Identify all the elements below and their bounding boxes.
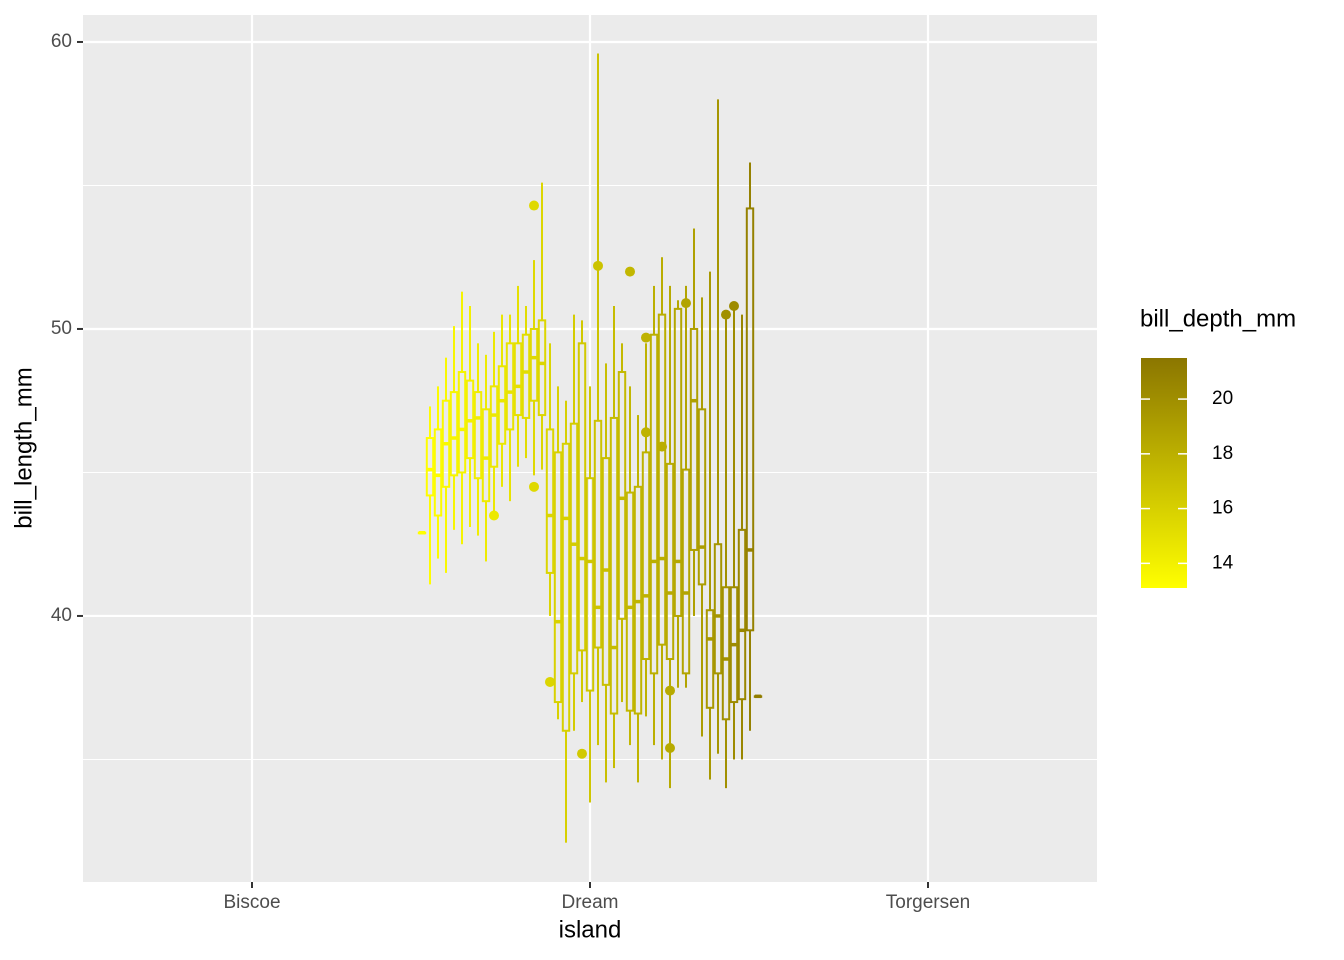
- box: [513, 342, 523, 417]
- y-tick-label: 40: [51, 605, 72, 626]
- box: [425, 437, 435, 497]
- box: [705, 609, 715, 709]
- y-tick-label: 60: [51, 31, 72, 52]
- outlier: [641, 427, 651, 438]
- box: [681, 468, 691, 675]
- outlier: [545, 676, 555, 687]
- outlier: [529, 200, 539, 211]
- box: [665, 462, 675, 661]
- box: [625, 491, 635, 712]
- y-axis-title: bill_length_mm: [10, 367, 37, 528]
- box: [737, 528, 747, 701]
- x-tick-label: Biscoe: [223, 892, 280, 913]
- box: [577, 342, 587, 652]
- box: [649, 333, 659, 675]
- box: [641, 451, 651, 661]
- box: [481, 408, 491, 503]
- box: [689, 327, 699, 551]
- box: [657, 313, 667, 646]
- box: [609, 416, 619, 715]
- y-tick-label: 50: [51, 318, 72, 339]
- box: [537, 319, 547, 417]
- outlier: [665, 742, 675, 753]
- box: [721, 586, 731, 721]
- colorbar-tick-label: 14: [1212, 552, 1234, 573]
- outlier: [657, 441, 667, 452]
- box: [521, 333, 531, 419]
- outlier: [665, 685, 675, 696]
- box: [697, 408, 707, 586]
- outlier: [681, 298, 691, 309]
- box: [561, 442, 571, 732]
- outlier: [721, 309, 731, 320]
- box: [529, 327, 539, 402]
- colorbar-tick-label: 18: [1212, 443, 1233, 464]
- box: [497, 365, 507, 445]
- box: [673, 307, 683, 617]
- outlier: [593, 260, 603, 271]
- box: [457, 371, 467, 474]
- x-tick-label: Dream: [561, 892, 618, 913]
- box: [585, 477, 595, 692]
- x-axis-title: island: [559, 916, 622, 943]
- box: [433, 428, 443, 517]
- outlier: [641, 332, 651, 343]
- legend-title: bill_depth_mm: [1140, 305, 1296, 332]
- box: [745, 207, 755, 632]
- box: [545, 428, 555, 574]
- colorbar-tick-label: 16: [1212, 498, 1233, 519]
- box: [569, 422, 579, 675]
- box: [449, 391, 459, 477]
- outlier: [529, 481, 539, 492]
- box: [617, 371, 627, 620]
- box: [489, 385, 499, 468]
- box: [553, 451, 563, 704]
- outlier: [489, 510, 499, 521]
- outlier: [625, 266, 635, 277]
- x-tick-label: Torgersen: [886, 892, 971, 913]
- box: [713, 543, 723, 675]
- box: [505, 342, 515, 431]
- colorbar-tick-label: 20: [1212, 388, 1233, 409]
- colorbar: [1141, 358, 1187, 588]
- box: [593, 419, 603, 649]
- outlier: [577, 748, 587, 759]
- outlier: [729, 301, 739, 312]
- box: [473, 391, 483, 480]
